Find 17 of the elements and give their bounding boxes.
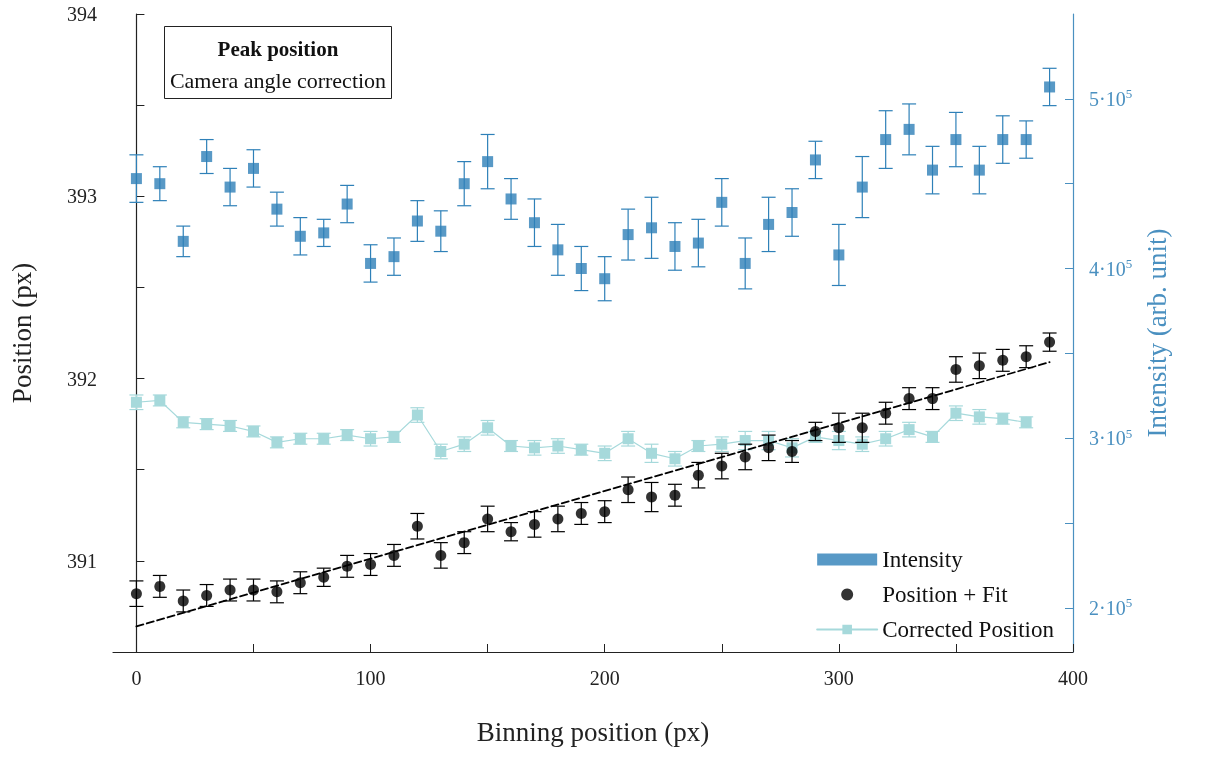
x-tick-label: 200 xyxy=(589,667,620,689)
text: Camera angle correction xyxy=(169,67,387,93)
x-tick-label: 400 xyxy=(1058,667,1088,689)
legend-label: Corrected Position xyxy=(882,617,1055,642)
y-tick-label: 394 xyxy=(67,3,97,25)
y2-axis-title: Intensity (arb. unit) xyxy=(1141,228,1172,438)
legend-label: Position + Fit xyxy=(882,582,1009,607)
x-tick-label: 300 xyxy=(823,667,854,689)
y-tick-label: 392 xyxy=(67,367,97,390)
text: Peak position xyxy=(217,36,339,61)
y-axis-title: Position (px) xyxy=(6,262,37,404)
legend-label: Intensity xyxy=(882,547,964,572)
x-tick-label: 100 xyxy=(355,667,386,689)
x-axis-title: Binning position (px) xyxy=(476,716,710,747)
y-tick-label: 391 xyxy=(67,549,97,572)
x-tick-label: 0 xyxy=(131,667,142,689)
y-tick-label: 393 xyxy=(67,185,97,208)
